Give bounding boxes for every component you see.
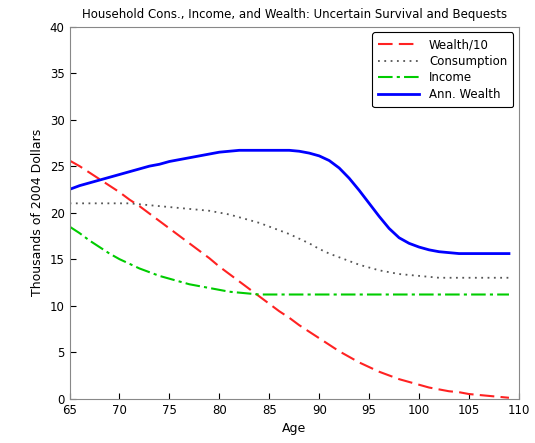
Legend: Wealth/10, Consumption, Income, Ann. Wealth: Wealth/10, Consumption, Income, Ann. Wea… [372, 32, 513, 107]
Y-axis label: Thousands of 2004 Dollars: Thousands of 2004 Dollars [31, 129, 44, 296]
Title: Household Cons., Income, and Wealth: Uncertain Survival and Bequests: Household Cons., Income, and Wealth: Unc… [82, 8, 507, 21]
X-axis label: Age: Age [282, 422, 307, 435]
